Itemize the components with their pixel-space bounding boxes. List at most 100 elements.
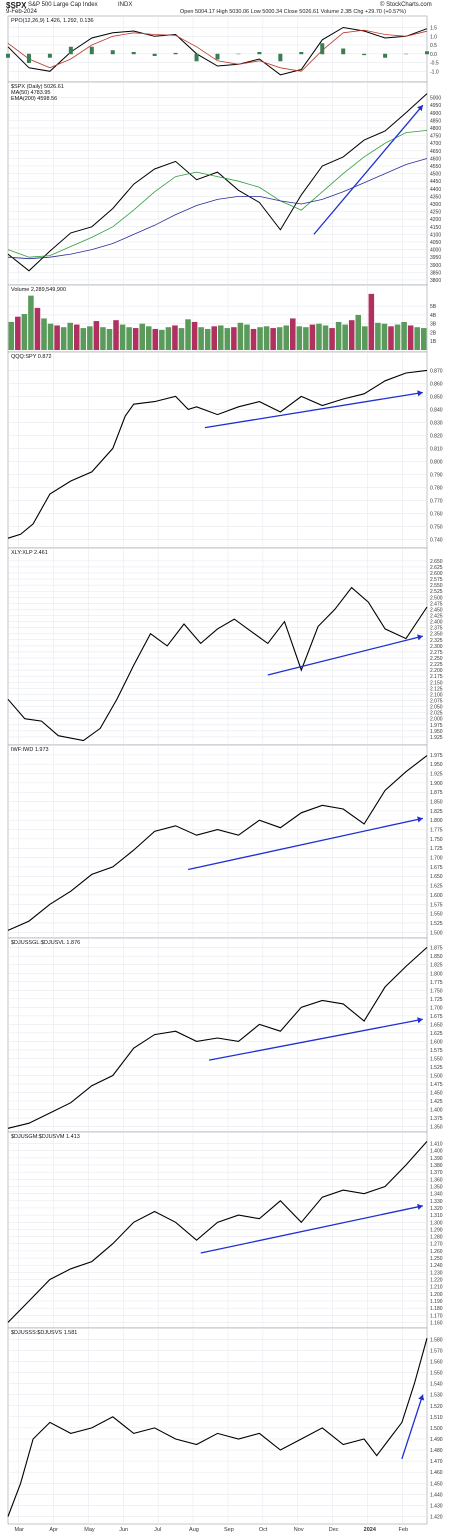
y-tick-label: 1.875 — [430, 946, 443, 952]
y-tick-label: 1.800 — [430, 971, 443, 977]
y-tick-label: 1.675 — [430, 1014, 443, 1020]
y-tick-label: 1.310 — [430, 1213, 443, 1219]
y-tick-label: 1.360 — [430, 1177, 443, 1183]
y-tick-label: 1.540 — [430, 1382, 443, 1388]
panel-frame — [7, 81, 428, 286]
y-tick-label: 0.850 — [430, 394, 443, 400]
y-tick-label: 1.410 — [430, 1142, 443, 1148]
legend-entry: $SPX (Daily) 5026.61 — [11, 84, 64, 90]
volume-bar — [28, 295, 34, 350]
y-tick-label: 1.430 — [430, 1503, 443, 1509]
y-tick-label: -1.0 — [430, 69, 439, 75]
y-tick-label: 0.770 — [430, 498, 443, 504]
y-tick-label: 0.830 — [430, 420, 443, 426]
y-tick-label: 1.825 — [430, 809, 443, 815]
date-label: 9-Feb-2024 — [6, 9, 38, 15]
y-tick-label: 1.470 — [430, 1459, 443, 1465]
y-tick-label: 3950 — [430, 255, 441, 261]
volume-bar — [375, 322, 381, 350]
y-tick-label: 4850 — [430, 118, 441, 124]
volume-bar — [172, 325, 178, 350]
series-line-signal — [7, 29, 428, 72]
volume-bar — [185, 319, 191, 350]
y-tick-label: 2.075 — [430, 699, 443, 705]
series-line-ma50 — [7, 130, 428, 258]
y-tick-label: 3850 — [430, 270, 441, 276]
y-tick-label: 1.775 — [430, 828, 443, 834]
ppo-histogram-bar — [110, 50, 115, 55]
volume-bar — [420, 328, 427, 350]
trend-arrow-line — [401, 1394, 424, 1460]
volume-bar — [165, 327, 172, 350]
y-tick-label: 1.190 — [430, 1299, 443, 1305]
ppo-histogram-bar — [278, 53, 283, 62]
volume-bar — [218, 325, 224, 350]
y-tick-label: 1.850 — [430, 954, 443, 960]
y-tick-label: 4650 — [430, 149, 441, 155]
ppo-histogram-bar — [194, 53, 199, 62]
volume-bar — [204, 328, 211, 350]
quote-line: Open 5004.17 High 5030.06 Low 5000.34 Cl… — [180, 9, 406, 15]
y-tick-label: 4900 — [430, 111, 441, 117]
trend-arrowhead — [417, 1017, 423, 1024]
y-tick-label: 4400 — [430, 187, 441, 193]
ppo-histogram-bar — [215, 53, 220, 60]
y-tick-label: 1.180 — [430, 1306, 443, 1312]
y-tick-label: 1.525 — [430, 1065, 443, 1071]
y-tick-label: 4450 — [430, 179, 441, 185]
y-tick-label: 0.790 — [430, 472, 443, 478]
x-tick-label: Mar — [14, 1527, 24, 1533]
y-tick-label: 1.400 — [430, 1108, 443, 1114]
y-tick-label: 0.5 — [430, 43, 437, 49]
y-tick-label: 4500 — [430, 172, 441, 178]
y-tick-label: 2.350 — [430, 632, 443, 638]
volume-bar — [87, 326, 93, 350]
volume-bar — [15, 316, 21, 350]
x-tick-label: Jul — [154, 1527, 161, 1533]
volume-bar — [263, 326, 270, 350]
volume-bar — [145, 326, 152, 350]
y-tick-label: 2B — [430, 330, 437, 336]
panel-volume: 5B 4B 3B 2B 1B Volume 2,289,549,900 — [7, 284, 437, 353]
panel-title: Volume 2,289,549,900 — [11, 287, 66, 293]
y-tick-label: 1.5 — [430, 26, 437, 32]
y-tick-label: 0.820 — [430, 433, 443, 439]
y-tick-label: 1.400 — [430, 1149, 443, 1155]
volume-bar — [244, 324, 250, 350]
x-tick-label: Jun — [119, 1527, 128, 1533]
y-tick-label: 0.780 — [430, 485, 443, 491]
volume-bar — [119, 324, 126, 350]
y-tick-label: 1.700 — [430, 856, 443, 862]
y-tick-label: 1.650 — [430, 1022, 443, 1028]
y-tick-label: 1.375 — [430, 1116, 443, 1122]
ppo-histogram-bar — [47, 53, 52, 58]
panel-title: IWF:IWD 1.973 — [11, 747, 49, 753]
y-tick-label: 2.500 — [430, 595, 443, 601]
y-tick-label: 2.550 — [430, 583, 443, 589]
x-tick-label: Nov — [294, 1527, 304, 1533]
y-tick-label: 0.760 — [430, 511, 443, 517]
ratio-line — [7, 1338, 428, 1517]
volume-bar — [231, 327, 237, 350]
y-tick-label: 2.450 — [430, 607, 443, 613]
y-tick-label: 1.600 — [430, 893, 443, 899]
symbol-label: $SPX — [6, 1, 27, 10]
y-tick-label: 2.100 — [430, 692, 443, 698]
y-tick-label: 1.230 — [430, 1270, 443, 1276]
y-tick-label: 1.270 — [430, 1242, 443, 1248]
volume-bar — [257, 327, 263, 350]
y-tick-label: 2.025 — [430, 711, 443, 717]
ppo-histogram-bar — [425, 51, 429, 55]
y-tick-label: 1.875 — [430, 790, 443, 796]
y-tick-label: 2.525 — [430, 589, 443, 595]
y-tick-label: 1.850 — [430, 800, 443, 806]
ratio-line — [7, 755, 428, 931]
series-line-ema200 — [7, 158, 428, 260]
ppo-histogram-bar — [6, 53, 10, 58]
y-tick-label: 1.675 — [430, 865, 443, 871]
trend-arrowhead — [417, 390, 423, 397]
trend-arrowhead — [417, 816, 423, 823]
y-tick-label: 1.775 — [430, 980, 443, 986]
y-tick-label: 2.375 — [430, 626, 443, 632]
